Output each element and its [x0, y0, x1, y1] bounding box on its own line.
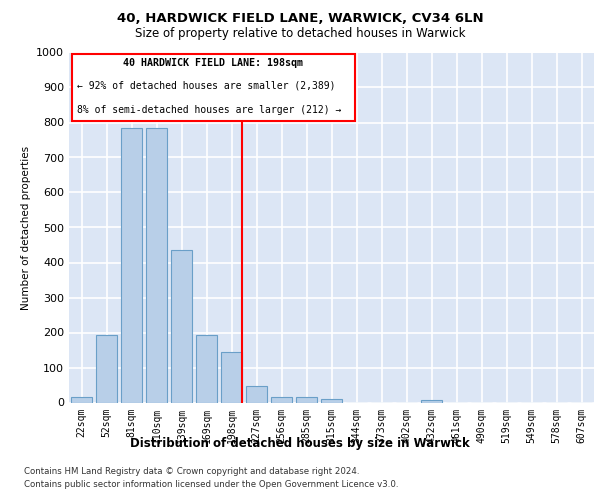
Bar [296, 397, 317, 402]
Bar [196, 335, 217, 402]
FancyBboxPatch shape [71, 54, 355, 120]
Bar [121, 128, 142, 402]
Bar [96, 335, 117, 402]
Bar [421, 400, 442, 402]
Text: 40, HARDWICK FIELD LANE, WARWICK, CV34 6LN: 40, HARDWICK FIELD LANE, WARWICK, CV34 6… [116, 12, 484, 26]
Text: Distribution of detached houses by size in Warwick: Distribution of detached houses by size … [130, 438, 470, 450]
Y-axis label: Number of detached properties: Number of detached properties [20, 146, 31, 310]
Bar [71, 397, 92, 402]
Text: 40 HARDWICK FIELD LANE: 198sqm: 40 HARDWICK FIELD LANE: 198sqm [124, 58, 304, 68]
Bar [146, 128, 167, 402]
Text: Size of property relative to detached houses in Warwick: Size of property relative to detached ho… [135, 28, 465, 40]
Text: Contains public sector information licensed under the Open Government Licence v3: Contains public sector information licen… [24, 480, 398, 489]
Bar [171, 250, 192, 402]
Text: ← 92% of detached houses are smaller (2,389): ← 92% of detached houses are smaller (2,… [77, 80, 335, 90]
Bar [246, 386, 267, 402]
Text: 8% of semi-detached houses are larger (212) →: 8% of semi-detached houses are larger (2… [77, 105, 341, 115]
Bar [221, 352, 242, 403]
Text: Contains HM Land Registry data © Crown copyright and database right 2024.: Contains HM Land Registry data © Crown c… [24, 468, 359, 476]
Bar [271, 397, 292, 402]
Bar [321, 399, 342, 402]
